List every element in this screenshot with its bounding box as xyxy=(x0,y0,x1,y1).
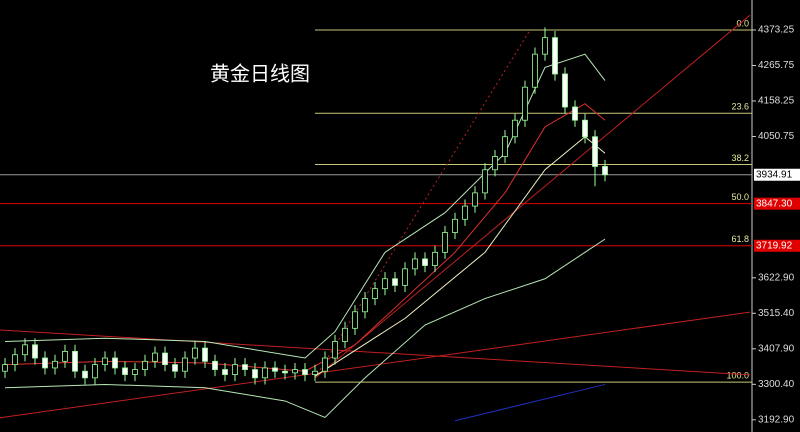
candle-body xyxy=(452,218,458,233)
candle-body xyxy=(222,369,228,375)
candle-body xyxy=(62,351,68,362)
level-price-label: 3719.92 xyxy=(756,240,793,251)
candle-body xyxy=(2,364,8,372)
indicator-line xyxy=(4,103,606,372)
candle-body xyxy=(342,327,348,342)
candle-body xyxy=(442,232,448,253)
y-tick-label: 3407.90 xyxy=(758,343,795,354)
y-tick-label: 3622.90 xyxy=(758,272,795,283)
candle-body xyxy=(282,370,288,374)
candle-body xyxy=(232,364,238,375)
candle-body xyxy=(182,357,188,372)
candle-body xyxy=(22,344,28,356)
y-tick-label: 4265.75 xyxy=(758,60,795,71)
candle-body xyxy=(462,205,468,220)
level-price-box xyxy=(754,239,800,252)
candle-body xyxy=(432,251,438,266)
candle-body xyxy=(522,86,528,121)
candle-body xyxy=(582,119,588,138)
fib-ratio: 50.0 xyxy=(731,192,749,202)
candle-body xyxy=(202,347,208,362)
candle-body xyxy=(152,352,158,362)
candle-body xyxy=(542,37,548,55)
price-label: 3934.91 xyxy=(756,169,793,180)
candle-body xyxy=(372,288,378,299)
candle-body xyxy=(252,369,258,379)
candle-body xyxy=(552,37,558,75)
candle-body xyxy=(272,367,278,372)
level-price-box xyxy=(754,197,800,210)
y-tick-label: 4050.75 xyxy=(758,131,795,142)
candle-body xyxy=(102,357,108,366)
fib-ratio: 0.0 xyxy=(736,18,749,28)
candle-body xyxy=(532,53,538,88)
candle-body xyxy=(422,258,428,266)
price-box xyxy=(754,168,800,181)
candle-body xyxy=(362,298,368,313)
candle-body xyxy=(52,360,58,369)
indicator-line xyxy=(314,136,606,377)
candle-body xyxy=(92,364,98,379)
candle-body xyxy=(312,370,318,375)
indicator-line xyxy=(4,238,606,419)
y-tick-label: 3300.40 xyxy=(758,379,795,390)
candle-body xyxy=(72,351,78,372)
candle-body xyxy=(592,136,598,167)
candle-body xyxy=(332,341,338,359)
candle-body xyxy=(172,364,178,372)
chart-title: 黄金日线图 xyxy=(210,62,310,85)
candle-body xyxy=(142,360,148,370)
candle-body xyxy=(242,364,248,370)
candle-body xyxy=(562,73,568,108)
candle-body xyxy=(602,166,608,176)
y-tick-label: 3515.40 xyxy=(758,308,795,319)
trend-line xyxy=(0,329,751,376)
fib-ratio: 23.6 xyxy=(731,102,749,112)
trend-line xyxy=(314,29,531,379)
candle-body xyxy=(492,156,498,171)
fib-ratio: 38.2 xyxy=(731,153,749,163)
candle-body xyxy=(292,369,298,374)
candle-body xyxy=(122,367,128,375)
candle-body xyxy=(402,268,408,286)
indicator-line xyxy=(454,383,606,422)
trend-line xyxy=(314,14,751,379)
candle-body xyxy=(352,311,358,329)
y-tick-label: 3192.90 xyxy=(758,414,795,425)
candle-body xyxy=(12,354,18,366)
candle-body xyxy=(512,119,518,138)
candle-body xyxy=(82,370,88,379)
candle-body xyxy=(482,169,488,194)
candle-body xyxy=(382,278,388,290)
candle-body xyxy=(162,352,168,366)
candle-body xyxy=(42,357,48,369)
candle-body xyxy=(112,357,118,369)
candle-body xyxy=(322,357,328,372)
trend-line xyxy=(0,311,751,419)
candle-body xyxy=(572,106,578,121)
candle-body xyxy=(392,278,398,286)
candle-body xyxy=(192,347,198,359)
fib-ratio: 61.8 xyxy=(731,234,749,244)
candle-body xyxy=(302,369,308,375)
candle-body xyxy=(132,369,138,375)
candle-body xyxy=(472,192,478,207)
candle-body xyxy=(262,367,268,379)
fib-ratio: 100.0 xyxy=(726,371,749,381)
candle-body xyxy=(502,136,508,157)
candle-body xyxy=(212,360,218,370)
indicator-line xyxy=(4,53,606,359)
y-tick-label: 4373.25 xyxy=(758,25,795,36)
level-price-label: 3847.30 xyxy=(756,198,793,209)
candle-body xyxy=(412,258,418,270)
y-tick-label: 4158.25 xyxy=(758,96,795,107)
candle-body xyxy=(32,344,38,359)
